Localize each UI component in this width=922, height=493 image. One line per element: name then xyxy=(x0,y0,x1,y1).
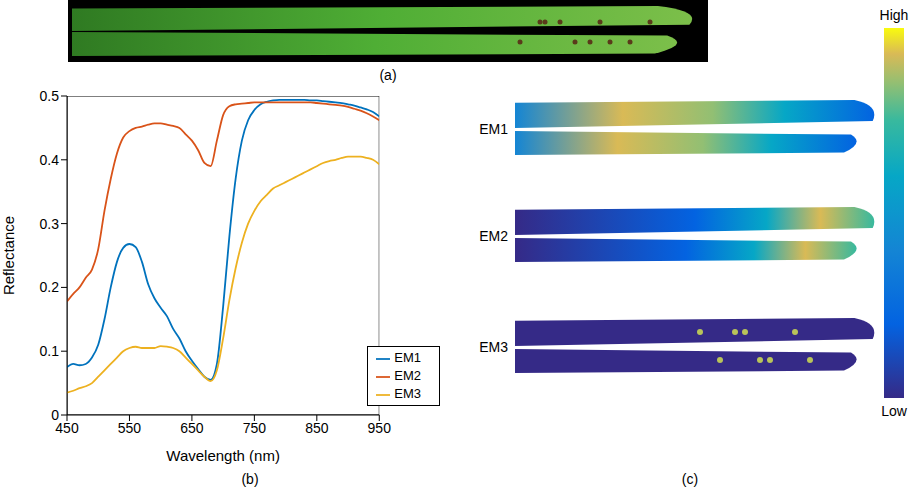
svg-text:(a): (a) xyxy=(379,67,396,83)
svg-text:0.3: 0.3 xyxy=(40,216,60,232)
html-text:EM1: EM1 xyxy=(394,350,421,365)
svg-text:Reflectance: Reflectance xyxy=(0,216,17,295)
html-text:EM3: EM3 xyxy=(394,386,421,401)
svg-text:0.2: 0.2 xyxy=(40,279,60,295)
svg-text:EM1: EM1 xyxy=(479,121,508,137)
svg-text:550: 550 xyxy=(118,420,142,436)
svg-text:Low: Low xyxy=(881,403,908,419)
svg-text:450: 450 xyxy=(55,419,79,436)
svg-text:650: 650 xyxy=(180,420,204,436)
svg-text:0.4: 0.4 xyxy=(40,152,60,168)
svg-text:950: 950 xyxy=(368,420,392,436)
svg-text:EM3: EM3 xyxy=(479,339,508,355)
html-text:EM2: EM2 xyxy=(394,368,421,383)
svg-text:850: 850 xyxy=(305,420,329,436)
svg-text:0: 0 xyxy=(51,407,59,423)
svg-text:High: High xyxy=(880,7,909,23)
svg-text:750: 750 xyxy=(243,420,267,436)
svg-text:0.1: 0.1 xyxy=(40,343,60,359)
svg-text:(b): (b) xyxy=(241,471,258,487)
svg-text:Wavelength (nm): Wavelength (nm) xyxy=(166,447,280,464)
svg-text:0.5: 0.5 xyxy=(40,88,60,104)
svg-text:EM2: EM2 xyxy=(479,228,508,244)
svg-text:(c): (c) xyxy=(682,471,698,487)
